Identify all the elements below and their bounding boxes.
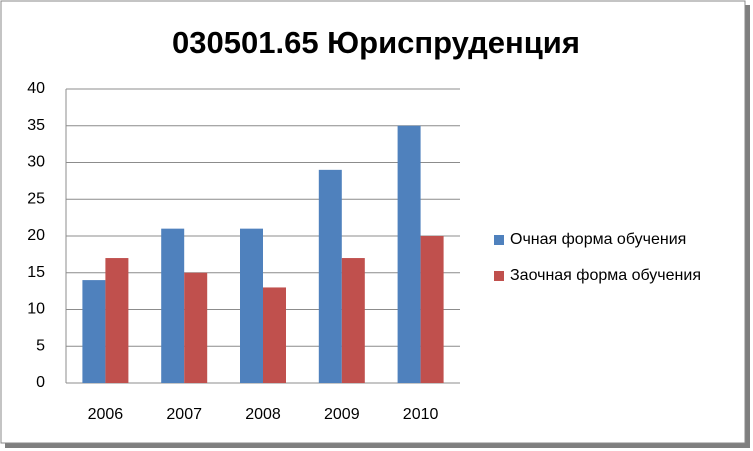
bar bbox=[161, 228, 185, 383]
x-tick-label: 2006 bbox=[88, 406, 124, 423]
y-tick-label: 20 bbox=[27, 227, 45, 244]
bar bbox=[420, 236, 444, 383]
legend-label: Очная форма обучения bbox=[510, 231, 686, 248]
legend-swatch bbox=[494, 235, 504, 245]
bar bbox=[263, 287, 286, 383]
y-tick-label: 40 bbox=[27, 80, 45, 97]
y-tick-label: 0 bbox=[36, 374, 45, 391]
bar bbox=[318, 169, 342, 383]
bar bbox=[240, 228, 263, 383]
y-tick-label: 25 bbox=[27, 190, 45, 207]
legend-swatch bbox=[494, 271, 504, 281]
y-tick-label: 5 bbox=[36, 337, 45, 354]
y-tick-label: 35 bbox=[27, 117, 45, 134]
bar bbox=[105, 258, 129, 383]
x-tick-label: 2007 bbox=[166, 406, 202, 423]
x-tick-label: 2008 bbox=[245, 406, 281, 423]
bar bbox=[397, 125, 421, 383]
bar bbox=[82, 280, 106, 383]
bar bbox=[341, 258, 365, 383]
y-tick-label: 30 bbox=[27, 154, 45, 171]
x-tick-label: 2010 bbox=[403, 406, 439, 423]
chart-title: 030501.65 Юриспруденция bbox=[172, 25, 580, 60]
bar bbox=[184, 272, 208, 383]
legend-label: Заочная форма обучения bbox=[510, 267, 701, 284]
x-tick-label: 2009 bbox=[324, 406, 360, 423]
y-tick-label: 15 bbox=[27, 264, 45, 281]
y-tick-label: 10 bbox=[27, 301, 45, 318]
